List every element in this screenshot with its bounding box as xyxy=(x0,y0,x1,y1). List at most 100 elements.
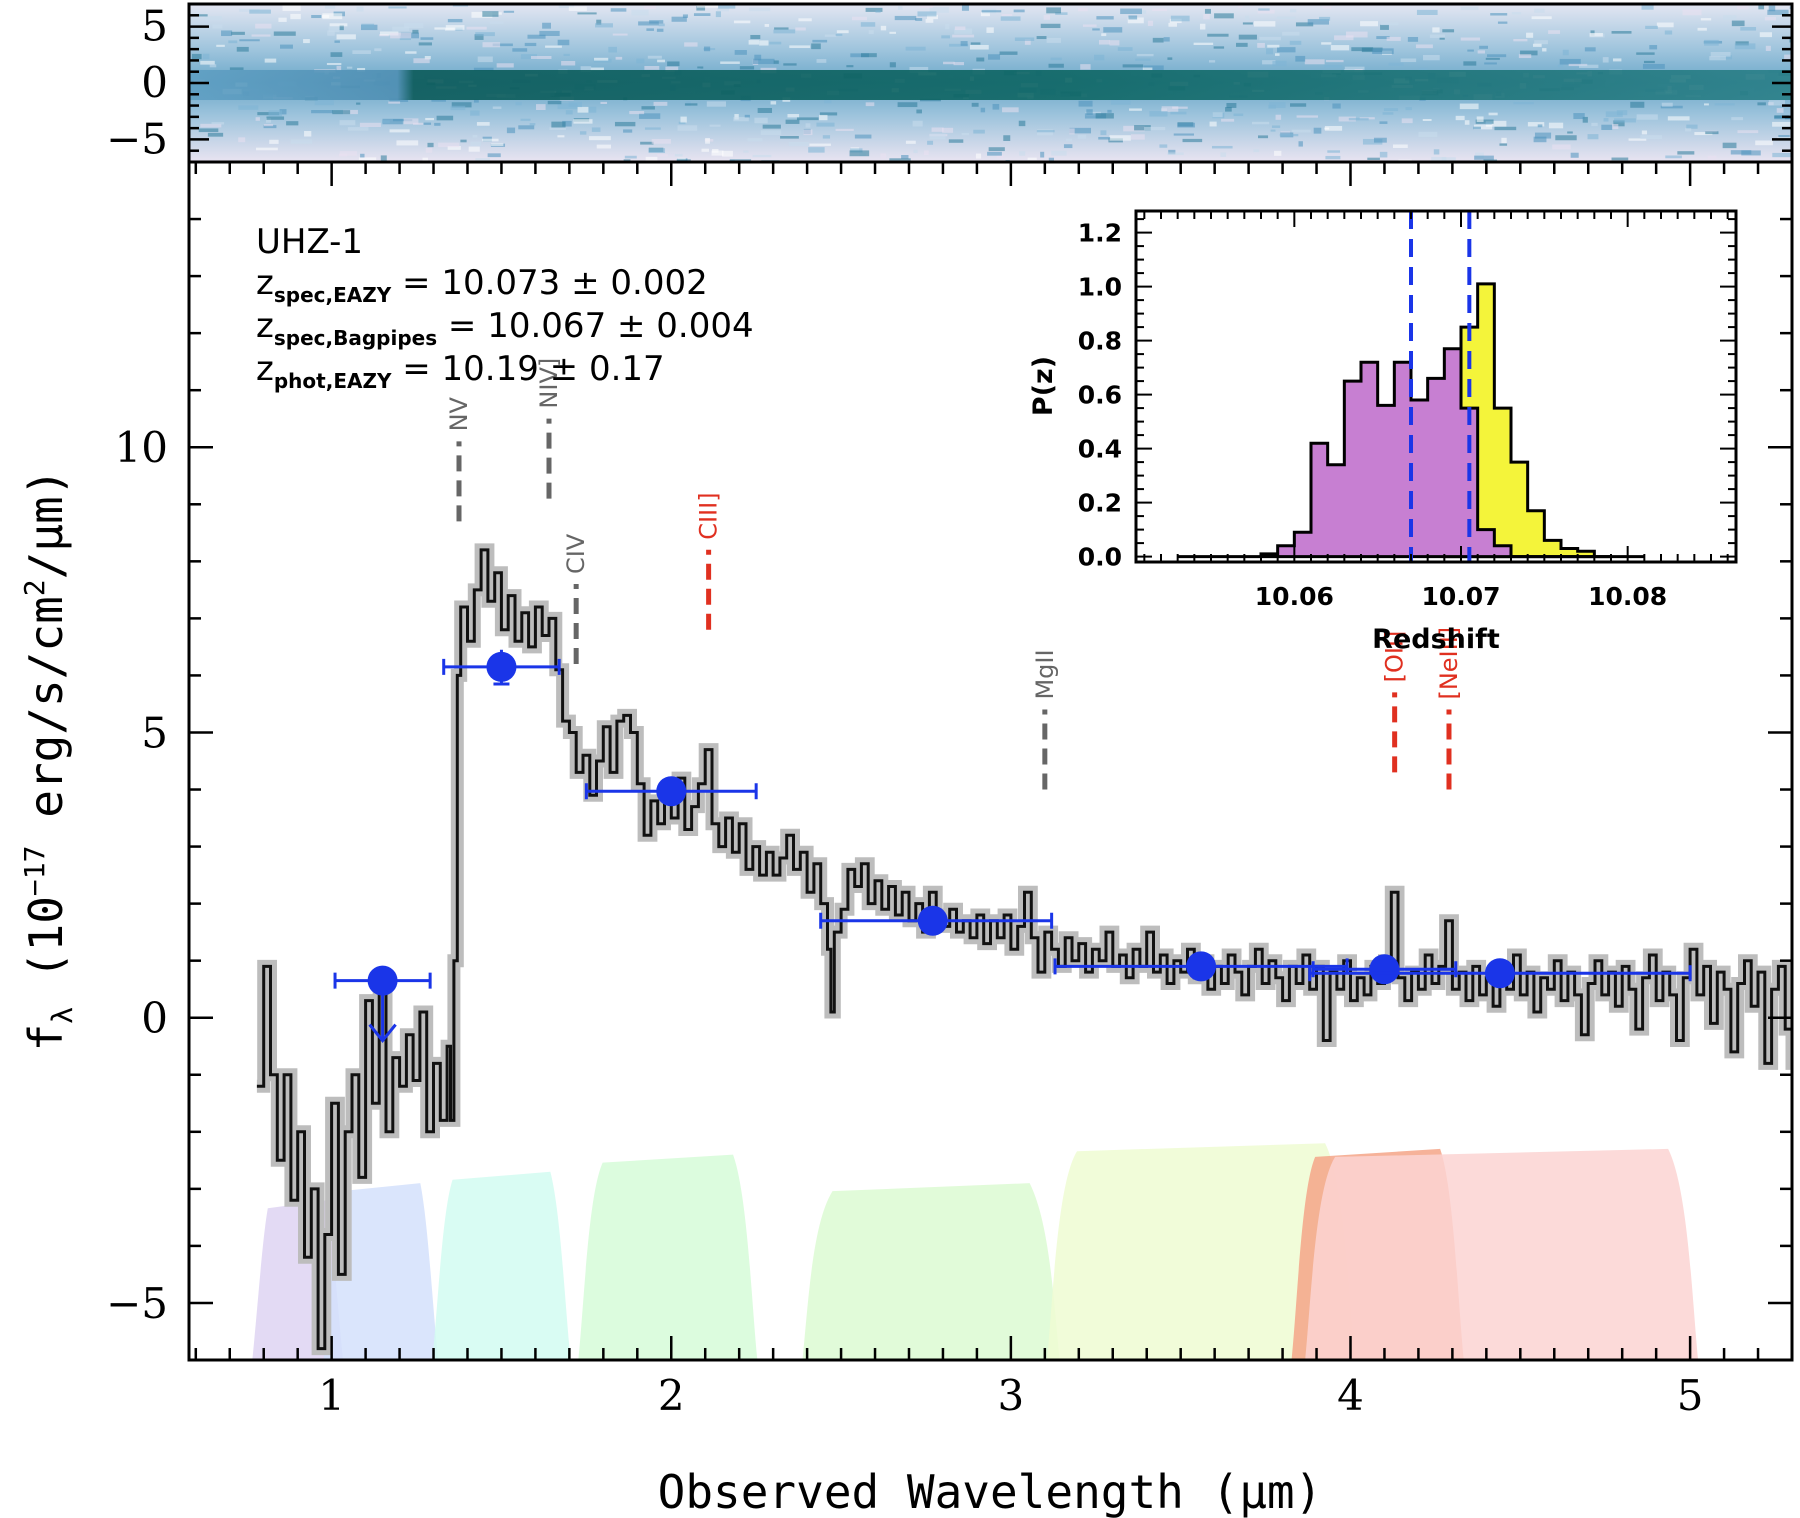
spectrum-2d-noise-pixel xyxy=(1677,151,1695,155)
spectrum-2d-noise-pixel xyxy=(762,124,781,129)
inset-frame xyxy=(1134,209,1738,564)
spectrum-2d-noise-pixel xyxy=(422,157,428,162)
spectrum-2d-noise-pixel xyxy=(396,140,419,146)
spectrum-2d-noise-pixel xyxy=(529,123,536,126)
spectrum-2d-noise-pixel xyxy=(444,27,455,31)
spectrum-2d-noise-pixel xyxy=(926,14,938,20)
spectrum-2d-noise-pixel xyxy=(278,17,287,22)
spectrum-2d-noise-pixel xyxy=(1774,115,1789,119)
spectrum-2d-noise-pixel xyxy=(1163,37,1170,42)
spectrum-2d-noise-pixel xyxy=(931,127,944,132)
x-tick-label: 3 xyxy=(998,1371,1025,1420)
spectrum-2d-noise-pixel xyxy=(1002,107,1019,113)
spectrum-2d-noise-pixel xyxy=(1552,144,1571,150)
spectrum-2d-noise-pixel xyxy=(1422,119,1432,122)
spectrum-2d-noise-pixel xyxy=(1562,49,1569,56)
spectrum-2d-panel: 5 0 −5 xyxy=(106,2,1794,164)
spectrum-2d-noise-pixel xyxy=(492,43,513,47)
spectrum-2d-noise-pixel xyxy=(1656,22,1674,28)
spectrum-2d-noise-pixel xyxy=(1036,36,1047,40)
spectrum-2d-noise-pixel xyxy=(1233,113,1244,117)
spectrum-2d-noise-pixel xyxy=(733,117,749,122)
spectrum-2d-noise-pixel xyxy=(835,33,843,36)
spectrum-2d-noise-pixel xyxy=(1177,122,1195,128)
spectrum-2d-noise-pixel xyxy=(336,65,342,71)
spectrum-2d-noise-pixel xyxy=(1037,129,1053,136)
spectrum-2d-noise-pixel xyxy=(577,12,597,15)
spectrum-2d-noise-pixel xyxy=(805,123,811,128)
spectrum-2d-noise-pixel xyxy=(588,136,611,141)
spectrum-2d-noise-pixel xyxy=(568,101,582,108)
spectrum-2d-noise-pixel xyxy=(789,45,811,49)
y-tick-label: 0 xyxy=(141,994,168,1043)
spectrum-2d-noise-pixel xyxy=(577,106,589,113)
spectrum-2d-noise-pixel xyxy=(1245,15,1250,21)
spectrum-2d-noise-pixel xyxy=(1518,54,1532,59)
spectrum-2d-noise-pixel xyxy=(1182,138,1203,143)
spectrum-2d-noise-pixel xyxy=(221,30,233,37)
spectrum-2d-noise-pixel xyxy=(268,110,283,117)
spectrum-2d-noise-pixel xyxy=(549,127,566,131)
spectrum-2d-noise-pixel xyxy=(332,110,351,115)
spectrum-2d-noise-pixel xyxy=(912,120,923,127)
spectrum-2d-noise-pixel xyxy=(413,58,430,64)
spectrum-2d-noise-pixel xyxy=(1050,57,1062,61)
spectrum-2d-noise-pixel xyxy=(954,28,973,34)
spectrum-2d-noise-pixel xyxy=(1040,23,1061,29)
spectrum-2d-noise-pixel xyxy=(1065,138,1073,142)
spectrum-2d-noise-pixel xyxy=(1418,131,1438,137)
spectrum-2d-noise-pixel xyxy=(557,39,570,46)
inset-y-tick-label: 0.0 xyxy=(1078,543,1122,572)
spectrum-2d-noise-pixel xyxy=(1720,55,1733,60)
spectrum-2d-noise-pixel xyxy=(1526,32,1534,38)
spectrum-2d-noise-pixel xyxy=(211,122,225,125)
spectrum-2d-noise-pixel xyxy=(835,128,854,132)
spectrum-2d-noise-pixel xyxy=(255,117,260,121)
spectrum-2d-noise-pixel xyxy=(342,109,358,115)
spectrum-2d-noise-pixel xyxy=(476,122,490,126)
spectrum-2d-noise-pixel xyxy=(356,6,364,12)
spectrum-2d-noise-pixel xyxy=(1212,112,1223,118)
redshift-vlines xyxy=(1409,211,1472,562)
spectrum-2d-noise-pixel xyxy=(1582,116,1588,123)
spectrum-2d-noise-pixel xyxy=(889,31,896,34)
inset-ticks: 10.06 10.07 10.08 0.0 0.2 0.4 0.6 0.8 1.0 1.2 xyxy=(1078,211,1736,611)
spectrum-2d-noise-pixel xyxy=(239,39,260,42)
spectrum-2d-noise-pixel xyxy=(665,66,679,72)
spectrum-2d-noise-pixel xyxy=(1140,10,1147,14)
spectrum-2d-noise-pixel xyxy=(1709,56,1726,61)
spectrum-2d-noise-pixel xyxy=(424,55,431,60)
spectrum-2d-noise-pixel xyxy=(1110,99,1131,105)
y-tick-label: −5 xyxy=(106,1279,168,1328)
spectrum-2d-noise-pixel xyxy=(909,66,929,73)
spectrum-2d-noise-pixel xyxy=(1193,42,1214,46)
spectrum-2d-noise-pixel xyxy=(1694,132,1713,136)
spectrum-2d-noise-pixel xyxy=(788,141,809,147)
spectrum-2d-noise-pixel xyxy=(787,114,800,118)
spectrum-2d-noise-pixel xyxy=(798,18,812,22)
spectrum-2d-noise-pixel xyxy=(1327,150,1341,153)
spectrum-2d-noise-pixel xyxy=(653,101,668,106)
spectrum-2d-noise-pixel xyxy=(1134,125,1151,131)
spectrum-2d-noise-pixel xyxy=(1161,106,1179,112)
filter-curve-F115W xyxy=(323,1183,439,1360)
spectrum-2d-noise-pixel xyxy=(1641,130,1648,135)
spectrum-2d-noise-pixel xyxy=(898,6,903,10)
photometry-point xyxy=(656,776,687,807)
spectrum-2d-noise-pixel xyxy=(1382,112,1394,115)
spectrum-2d-noise-pixel xyxy=(1084,113,1107,119)
spectrum-2d-noise-pixel xyxy=(929,7,949,13)
x-tick-label: 1 xyxy=(318,1371,345,1420)
spectrum-2d-noise-pixel xyxy=(641,106,655,110)
spectrum-2d-noise-pixel xyxy=(913,149,918,154)
pz-inset-panel: 10.06 10.07 10.08 0.0 0.2 0.4 0.6 0.8 1.0 1.2 Red… xyxy=(1028,209,1738,655)
spectrum-2d-noise-pixel xyxy=(1360,21,1379,27)
spectrum-2d-noise-pixel xyxy=(684,103,698,106)
spectrum-2d-noise-pixel xyxy=(1147,20,1154,26)
spectrum-2d-noise-pixel xyxy=(1291,129,1311,133)
spectrum-2d-noise-pixel xyxy=(1686,124,1698,129)
spectrum-2d-noise-pixel xyxy=(757,107,773,113)
spectrum-2d-noise-pixel xyxy=(615,56,623,60)
spectrum-2d-noise-pixel xyxy=(680,116,687,123)
spectrum-2d-noise-pixel xyxy=(764,24,770,27)
